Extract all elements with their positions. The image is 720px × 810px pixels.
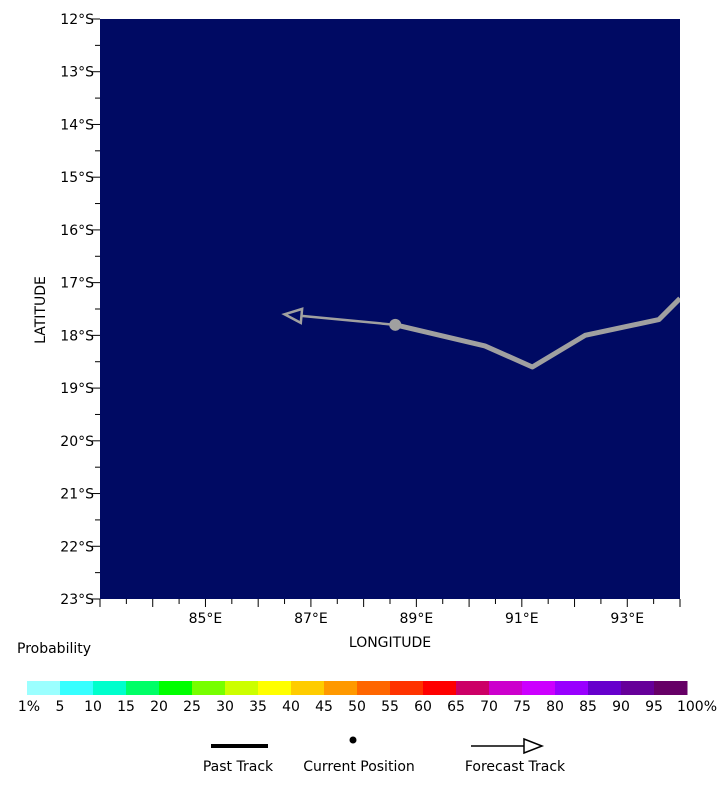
- colorbar-label: 70: [480, 699, 498, 715]
- colorbar-bin: [588, 681, 622, 695]
- lat-tick-label: 15°S: [60, 170, 94, 186]
- lat-tick-label: 12°S: [60, 12, 94, 28]
- colorbar-bin: [93, 681, 127, 695]
- lon-tick-label: 89°E: [400, 611, 434, 627]
- colorbar-bin: [225, 681, 259, 695]
- colorbar-bin: [555, 681, 589, 695]
- colorbar-label: 40: [282, 699, 300, 715]
- colorbar-bin: [489, 681, 523, 695]
- colorbar-label: 1%: [17, 699, 41, 715]
- forecast-track-line: [301, 314, 396, 327]
- ocean-area: [100, 19, 680, 599]
- colorbar-label: 60: [414, 699, 432, 715]
- lat-tick-label: 17°S: [60, 276, 94, 292]
- legend-title: Probability: [17, 641, 92, 657]
- lat-tick-label: 16°S: [60, 223, 94, 239]
- colorbar-label: 15: [117, 699, 135, 715]
- colorbar-bin: [522, 681, 556, 695]
- colorbar-label: 100%: [676, 699, 718, 715]
- colorbar-label: 95: [645, 699, 663, 715]
- y-axis-label: LATITUDE: [33, 276, 49, 344]
- colorbar-label: 45: [315, 699, 333, 715]
- current-position-key-label: Current Position: [303, 759, 415, 775]
- colorbar-label: 30: [216, 699, 234, 715]
- colorbar-label: 85: [579, 699, 597, 715]
- map-axes: 12°S 13°S 14°S 15°S 16°S 17°S 18°S 19°S 20°S 21°S…: [60, 12, 681, 627]
- lat-tick-label: 21°S: [60, 487, 94, 503]
- lon-tick-label: 93°E: [610, 611, 644, 627]
- colorbar-bin: [423, 681, 457, 695]
- track-key: [211, 736, 545, 755]
- colorbar-bin: [654, 681, 688, 695]
- forecast-track-key-label: Forecast Track: [464, 759, 566, 775]
- colorbar-label: 50: [348, 699, 366, 715]
- colorbar-bin: [324, 681, 358, 695]
- forecast-track-key-arrowhead: [523, 737, 545, 755]
- colorbar-label: 80: [546, 699, 564, 715]
- colorbar-bin: [159, 681, 193, 695]
- colorbar-label: 65: [447, 699, 465, 715]
- colorbar-bin: [126, 681, 160, 695]
- lat-tick-label: 13°S: [60, 65, 94, 81]
- past-track-line: [394, 296, 680, 370]
- colorbar-label: 25: [183, 699, 201, 715]
- colorbar-bin: [357, 681, 391, 695]
- lat-tick-label: 23°S: [60, 592, 94, 608]
- lon-tick-label: 91°E: [505, 611, 539, 627]
- lat-tick-label: 22°S: [60, 539, 94, 555]
- probability-colorbar: [27, 681, 688, 695]
- track-group: [281, 296, 680, 370]
- colorbar-label: 75: [513, 699, 531, 715]
- lat-tick-label: 20°S: [60, 434, 94, 450]
- storm-tracks: [281, 296, 680, 370]
- colorbar-bin: [390, 681, 424, 695]
- colorbar-bin: [621, 681, 655, 695]
- current-position-key-dot: [349, 736, 357, 744]
- x-axis-label: LONGITUDE: [349, 635, 431, 651]
- colorbar-label: 20: [150, 699, 168, 715]
- colorbar-label: 35: [249, 699, 267, 715]
- forecast-track-arrowhead: [281, 307, 304, 325]
- lon-tick-label: 85°E: [189, 611, 223, 627]
- colorbar-label: 90: [612, 699, 630, 715]
- colorbar-bin: [192, 681, 226, 695]
- lat-tick-label: 19°S: [60, 381, 94, 397]
- lon-tick-label: 87°E: [294, 611, 328, 627]
- colorbar-label: 55: [381, 699, 399, 715]
- colorbar-bin: [60, 681, 94, 695]
- colorbar-bin: [291, 681, 325, 695]
- colorbar-label: 5: [55, 699, 65, 715]
- colorbar-label: 10: [84, 699, 102, 715]
- past-track-key-label: Past Track: [202, 759, 274, 775]
- colorbar-bin: [456, 681, 490, 695]
- current-position-marker: [389, 318, 402, 331]
- colorbar-bin: [27, 681, 61, 695]
- colorbar-bin: [258, 681, 292, 695]
- lat-tick-label: 14°S: [60, 117, 94, 133]
- lat-tick-label: 18°S: [60, 328, 94, 344]
